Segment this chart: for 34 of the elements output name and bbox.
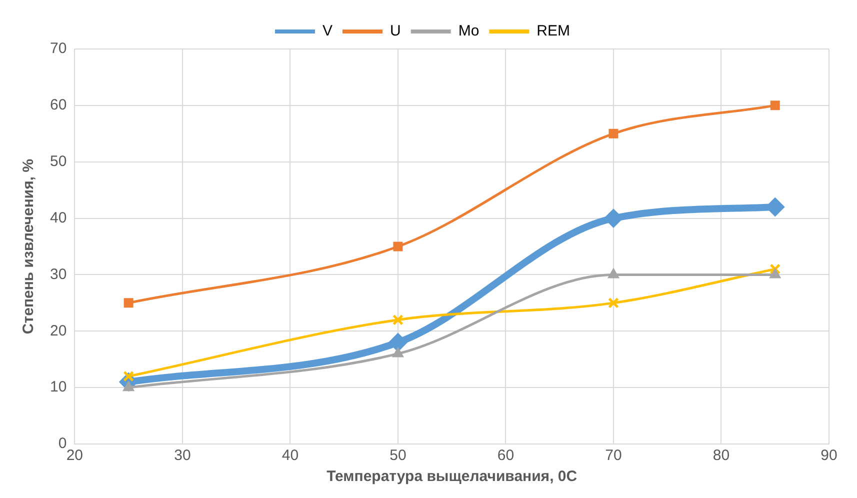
y-tick-label: 10 <box>50 378 67 396</box>
point <box>392 347 404 358</box>
point <box>124 298 134 308</box>
point <box>770 264 781 275</box>
y-tick-label: 30 <box>50 266 67 283</box>
legend-label: V <box>322 22 333 40</box>
point <box>608 297 619 308</box>
point <box>393 242 403 252</box>
x-tick-label: 80 <box>712 447 730 464</box>
y-tick-label: 40 <box>50 209 67 226</box>
x-tick-label: 90 <box>820 447 838 464</box>
legend-label: Mo <box>458 22 480 40</box>
x-tick-label: 30 <box>174 447 191 464</box>
point <box>604 208 623 228</box>
point <box>608 268 620 278</box>
point <box>388 332 408 352</box>
y-tick-label: 70 <box>50 40 67 58</box>
x-tick-label: 70 <box>605 447 622 464</box>
y-axis-title: Степень извлечения, % <box>20 158 38 334</box>
y-tick-label: 0 <box>58 435 67 452</box>
point <box>392 314 404 326</box>
point <box>770 100 780 110</box>
x-tick-label: 60 <box>497 447 514 464</box>
y-tick-label: 50 <box>50 153 67 170</box>
y-tick-label: 60 <box>50 96 67 114</box>
x-tick-label: 20 <box>66 447 84 464</box>
legend-label: REM <box>536 22 570 40</box>
legend-label: U <box>390 22 401 40</box>
x-tick-label: 50 <box>390 447 406 464</box>
x-tick-label: 40 <box>282 447 299 464</box>
x-axis-title: Температура выщелачивания, 0С <box>326 468 578 486</box>
point <box>608 128 618 138</box>
y-tick-label: 20 <box>50 322 67 340</box>
point <box>769 268 781 278</box>
